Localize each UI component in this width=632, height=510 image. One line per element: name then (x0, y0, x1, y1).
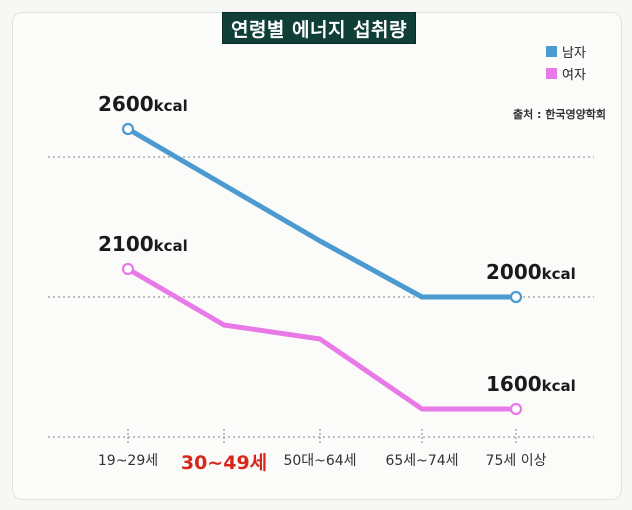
x-tick-label: 65세~74세 (385, 453, 458, 469)
legend-swatch-male (546, 45, 557, 57)
series-line-male (125, 126, 519, 300)
series-points (121, 122, 523, 416)
data-point (121, 262, 135, 276)
data-point (509, 402, 523, 416)
series-line-female (125, 266, 519, 412)
data-label: 2600kcal (98, 92, 188, 116)
legend-item-female: 여자 (546, 62, 586, 84)
x-ticks (127, 429, 517, 443)
x-tick-label: 75세 이상 (486, 453, 547, 469)
x-tick-label: 19~29세 (98, 453, 158, 469)
x-tick-label: 50대~64세 (283, 453, 356, 469)
data-label: 1600kcal (486, 372, 576, 396)
legend-label-female: 여자 (562, 67, 586, 83)
legend-swatch-female (546, 67, 557, 79)
data-point (121, 122, 135, 136)
legend: 남자 여자 (546, 40, 586, 84)
data-labels: 2600kcal 2100kcal 2000kcal 1600kcal (98, 92, 576, 396)
data-label: 2000kcal (486, 260, 576, 284)
x-tick-labels: 19~29세 30~49세 50대~64세 65세~74세 75세 이상 (98, 452, 547, 474)
legend-item-male: 남자 (546, 40, 586, 62)
data-point (509, 290, 523, 304)
data-label: 2100kcal (98, 232, 188, 256)
chart-title: 연령별 에너지 섭취량 (222, 12, 416, 44)
x-tick-label: 30~49세 (181, 452, 267, 474)
source-note: 출처 : 한국영양학회 (512, 108, 606, 121)
series-lines (125, 126, 519, 412)
chart-frame (12, 12, 622, 500)
legend-label-male: 남자 (562, 45, 586, 61)
